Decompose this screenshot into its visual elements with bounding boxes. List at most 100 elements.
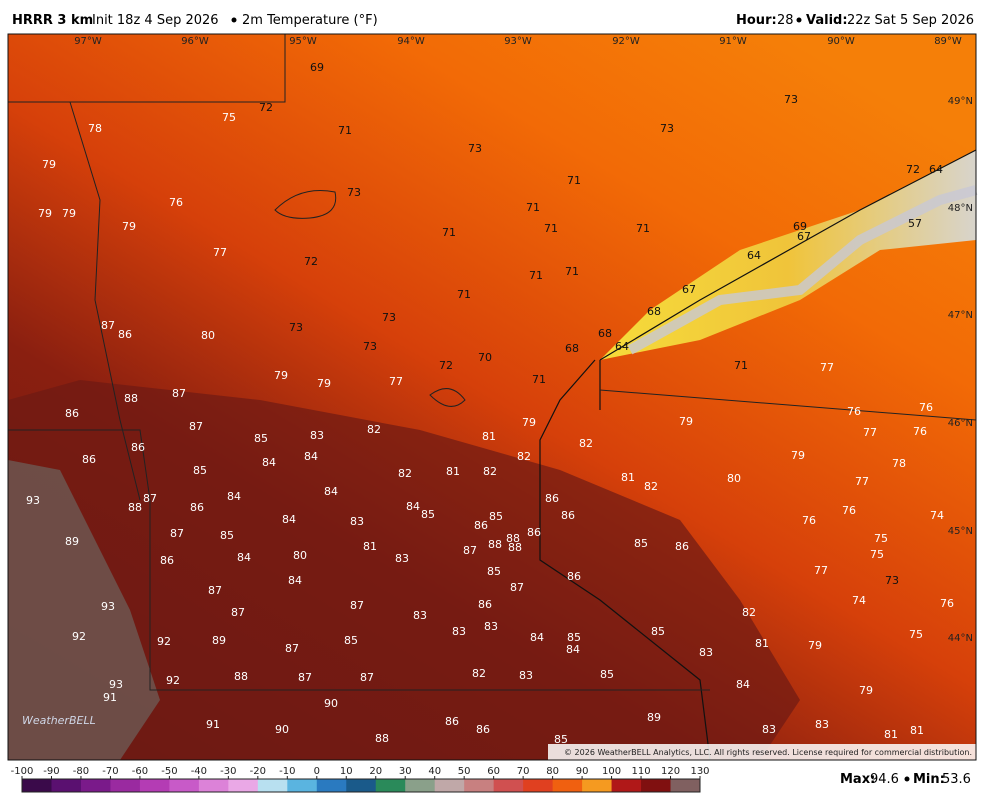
temperature-label: 79 — [791, 449, 805, 462]
temperature-label: 81 — [482, 430, 496, 443]
temperature-label: 84 — [324, 485, 338, 498]
temperature-label: 76 — [919, 401, 933, 414]
longitude-label: 94°W — [397, 36, 425, 47]
colorbar-tick-label: 120 — [661, 766, 680, 777]
temperature-label: 82 — [517, 450, 531, 463]
temperature-label: 79 — [62, 207, 76, 220]
colorbar-segment — [80, 779, 111, 792]
temperature-label: 92 — [157, 635, 171, 648]
colorbar-tick-label: -70 — [102, 766, 118, 777]
colorbar-tick-label: 60 — [487, 766, 500, 777]
temperature-label: 88 — [124, 392, 138, 405]
temperature-label: 82 — [579, 437, 593, 450]
colorbar-segment — [287, 779, 318, 792]
temperature-label: 85 — [344, 634, 358, 647]
temperature-label: 82 — [367, 423, 381, 436]
separator — [904, 776, 910, 782]
temperature-label: 73 — [347, 186, 361, 199]
temperature-label: 71 — [565, 265, 579, 278]
colorbar-tick-label: -10 — [279, 766, 295, 777]
temperature-label: 83 — [310, 429, 324, 442]
colorbar-tick-label: -50 — [161, 766, 177, 777]
temperature-label: 76 — [169, 196, 183, 209]
temperature-label: 77 — [389, 375, 403, 388]
max: 94.6 — [870, 772, 899, 787]
temperature-label: 85 — [254, 432, 268, 445]
colorbar-tick-label: 20 — [369, 766, 382, 777]
temperature-label: 71 — [526, 201, 540, 214]
temperature-label: 85 — [554, 733, 568, 746]
colorbar-segment — [464, 779, 495, 792]
colorbar: -100 -90 -80 -70 -60 -50 -40 -30 -20 -10 0 10 20 30 40… — [11, 766, 710, 793]
temperature-label: 73 — [660, 122, 674, 135]
colorbar-segment — [139, 779, 170, 792]
temperature-label: 85 — [487, 565, 501, 578]
state-border — [539, 149, 977, 761]
colorbar-tick-label: 90 — [576, 766, 589, 777]
temperature-label: 79 — [679, 415, 693, 428]
temperature-label: 89 — [212, 634, 226, 647]
temperature-label: 86 — [160, 554, 174, 567]
temperature-label: 84 — [736, 678, 750, 691]
temperature-label: 87 — [463, 544, 477, 557]
colorbar-frame — [21, 778, 701, 793]
colorbar-segment — [22, 779, 52, 792]
latitude-label: 44°N — [948, 633, 973, 644]
colorbar-segment — [228, 779, 259, 792]
temperature-label: 83 — [350, 515, 364, 528]
map-labels: 69 72 75 78 71 73 73 73 79 71 72 64 73 76 79 79 79 71 71 71… — [26, 61, 954, 746]
separator — [796, 17, 802, 23]
hour-label: Hour: — [736, 13, 777, 28]
temperature-label: 86 — [445, 715, 459, 728]
lake-cool — [627, 185, 978, 355]
temperature-label: 88 — [128, 501, 142, 514]
colorbar-segment — [316, 779, 347, 792]
temperature-label: 90 — [324, 697, 338, 710]
latitude-label: 47°N — [948, 310, 973, 321]
temperature-label: 76 — [802, 514, 816, 527]
temperature-label: 64 — [615, 340, 629, 353]
temperature-label: 86 — [567, 570, 581, 583]
temperature-label: 64 — [747, 249, 761, 262]
temperature-label: 78 — [892, 457, 906, 470]
latitude-label: 48°N — [948, 203, 973, 214]
temperature-label: 83 — [519, 669, 533, 682]
temperature-label: 70 — [478, 351, 492, 364]
temperature-label: 93 — [26, 494, 40, 507]
temperature-label: 85 — [421, 508, 435, 521]
temperature-label: 73 — [289, 321, 303, 334]
temperature-label: 86 — [476, 723, 490, 736]
temperature-label: 84 — [237, 551, 251, 564]
temperature-label: 57 — [908, 217, 922, 230]
temperature-label: 83 — [413, 609, 427, 622]
colorbar-tick-label: -90 — [43, 766, 59, 777]
longitude-label: 97°W — [74, 36, 102, 47]
temperature-label: 64 — [929, 163, 943, 176]
colorbar-segment — [198, 779, 229, 792]
temperature-label: 84 — [406, 500, 420, 513]
temperature-label: 82 — [483, 465, 497, 478]
temperature-label: 91 — [206, 718, 220, 731]
temperature-label: 83 — [484, 620, 498, 633]
logo: WeatherBELL — [22, 714, 96, 727]
longitude-label: 91°W — [719, 36, 747, 47]
temperature-label: 67 — [797, 230, 811, 243]
longitude-label: 89°W — [934, 36, 962, 47]
model: HRRR 3 km — [12, 13, 93, 28]
colorbar-tick-label: 100 — [602, 766, 621, 777]
temperature-label: 87 — [101, 319, 115, 332]
separator — [231, 17, 237, 23]
temperature-label: 92 — [72, 630, 86, 643]
temperature-label: 76 — [842, 504, 856, 517]
lake-superior — [600, 150, 976, 360]
temperature-label: 68 — [565, 342, 579, 355]
colorbar-tick-label: -20 — [250, 766, 266, 777]
temperature-label: 67 — [682, 283, 696, 296]
temperature-label: 84 — [288, 574, 302, 587]
temperature-label: 93 — [101, 600, 115, 613]
temperature-label: 85 — [220, 529, 234, 542]
temperature-label: 88 — [508, 541, 522, 554]
temperature-label: 88 — [375, 732, 389, 745]
temperature-label: 87 — [298, 671, 312, 684]
